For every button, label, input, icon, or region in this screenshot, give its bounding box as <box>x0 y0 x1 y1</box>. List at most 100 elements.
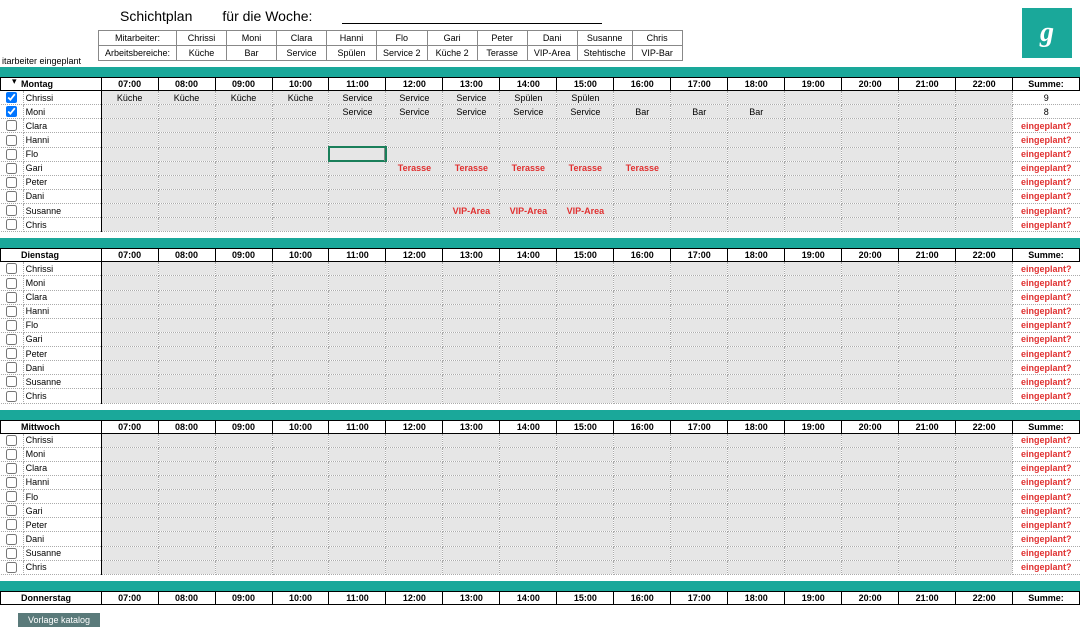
shift-cell[interactable]: Service <box>386 105 443 119</box>
shift-cell[interactable] <box>215 375 272 389</box>
shift-cell[interactable] <box>272 361 329 375</box>
shift-cell[interactable] <box>272 504 329 518</box>
shift-cell[interactable] <box>614 276 671 290</box>
shift-cell[interactable] <box>158 189 215 203</box>
shift-cell[interactable] <box>671 532 728 546</box>
shift-cell[interactable]: Küche <box>272 91 329 105</box>
shift-cell[interactable] <box>329 318 386 332</box>
shift-cell[interactable] <box>101 318 158 332</box>
shift-cell[interactable] <box>272 389 329 403</box>
shift-cell[interactable] <box>842 161 899 175</box>
shift-cell[interactable]: Küche <box>215 91 272 105</box>
shift-cell[interactable] <box>842 546 899 560</box>
shift-cell[interactable] <box>557 276 614 290</box>
shift-cell[interactable]: Terasse <box>386 161 443 175</box>
shift-cell[interactable] <box>785 490 842 504</box>
row-checkbox[interactable] <box>6 219 17 230</box>
shift-cell[interactable] <box>728 332 785 346</box>
shift-cell[interactable] <box>386 447 443 461</box>
shift-cell[interactable] <box>956 147 1013 161</box>
shift-cell[interactable] <box>956 218 1013 232</box>
shift-cell[interactable] <box>272 332 329 346</box>
shift-cell[interactable] <box>899 91 956 105</box>
shift-cell[interactable] <box>500 304 557 318</box>
shift-cell[interactable] <box>500 461 557 475</box>
shift-cell[interactable] <box>101 546 158 560</box>
shift-cell[interactable] <box>899 361 956 375</box>
shift-cell[interactable] <box>101 347 158 361</box>
shift-cell[interactable] <box>101 375 158 389</box>
shift-cell[interactable] <box>842 518 899 532</box>
shift-cell[interactable] <box>500 375 557 389</box>
shift-cell[interactable] <box>614 475 671 489</box>
shift-cell[interactable] <box>101 361 158 375</box>
row-checkbox[interactable] <box>6 534 17 545</box>
shift-cell[interactable] <box>728 204 785 218</box>
shift-cell[interactable] <box>842 532 899 546</box>
shift-cell[interactable]: Bar <box>728 105 785 119</box>
shift-cell[interactable] <box>329 147 386 161</box>
shift-cell[interactable] <box>101 304 158 318</box>
shift-cell[interactable] <box>272 433 329 447</box>
shift-cell[interactable]: Service <box>557 105 614 119</box>
shift-cell[interactable] <box>500 389 557 403</box>
shift-cell[interactable] <box>785 461 842 475</box>
shift-cell[interactable] <box>443 175 500 189</box>
shift-cell[interactable] <box>671 389 728 403</box>
shift-cell[interactable] <box>728 504 785 518</box>
shift-cell[interactable] <box>329 461 386 475</box>
shift-cell[interactable] <box>956 262 1013 276</box>
shift-cell[interactable] <box>386 433 443 447</box>
shift-cell[interactable] <box>158 518 215 532</box>
shift-cell[interactable] <box>785 375 842 389</box>
shift-cell[interactable] <box>101 262 158 276</box>
shift-cell[interactable] <box>443 332 500 346</box>
shift-cell[interactable] <box>956 347 1013 361</box>
shift-cell[interactable] <box>158 318 215 332</box>
shift-cell[interactable] <box>443 262 500 276</box>
shift-cell[interactable] <box>329 218 386 232</box>
shift-cell[interactable] <box>443 475 500 489</box>
shift-cell[interactable] <box>671 147 728 161</box>
shift-cell[interactable] <box>215 318 272 332</box>
shift-cell[interactable] <box>386 175 443 189</box>
shift-cell[interactable] <box>728 262 785 276</box>
shift-cell[interactable] <box>842 304 899 318</box>
shift-cell[interactable] <box>842 375 899 389</box>
shift-cell[interactable] <box>956 504 1013 518</box>
shift-cell[interactable]: VIP-Area <box>557 204 614 218</box>
row-checkbox[interactable] <box>6 205 17 216</box>
row-checkbox[interactable] <box>6 519 17 530</box>
shift-cell[interactable]: VIP-Area <box>500 204 557 218</box>
shift-cell[interactable] <box>101 218 158 232</box>
shift-cell[interactable] <box>842 490 899 504</box>
shift-cell[interactable] <box>614 447 671 461</box>
shift-cell[interactable] <box>500 546 557 560</box>
row-checkbox[interactable] <box>6 362 17 373</box>
shift-cell[interactable] <box>728 276 785 290</box>
shift-cell[interactable] <box>842 560 899 574</box>
shift-cell[interactable] <box>215 475 272 489</box>
shift-cell[interactable] <box>614 304 671 318</box>
shift-cell[interactable] <box>272 461 329 475</box>
shift-cell[interactable] <box>614 518 671 532</box>
shift-cell[interactable] <box>386 361 443 375</box>
shift-cell[interactable] <box>158 375 215 389</box>
shift-cell[interactable] <box>215 560 272 574</box>
shift-cell[interactable] <box>899 504 956 518</box>
shift-cell[interactable] <box>500 347 557 361</box>
shift-cell[interactable] <box>899 218 956 232</box>
shift-cell[interactable] <box>329 119 386 133</box>
shift-cell[interactable] <box>614 91 671 105</box>
shift-cell[interactable] <box>272 218 329 232</box>
shift-cell[interactable] <box>386 490 443 504</box>
shift-cell[interactable] <box>386 318 443 332</box>
shift-cell[interactable] <box>842 361 899 375</box>
shift-cell[interactable] <box>443 518 500 532</box>
shift-cell[interactable] <box>443 490 500 504</box>
shift-cell[interactable] <box>500 532 557 546</box>
shift-cell[interactable] <box>728 161 785 175</box>
shift-cell[interactable] <box>671 189 728 203</box>
shift-cell[interactable] <box>956 133 1013 147</box>
shift-cell[interactable] <box>215 175 272 189</box>
